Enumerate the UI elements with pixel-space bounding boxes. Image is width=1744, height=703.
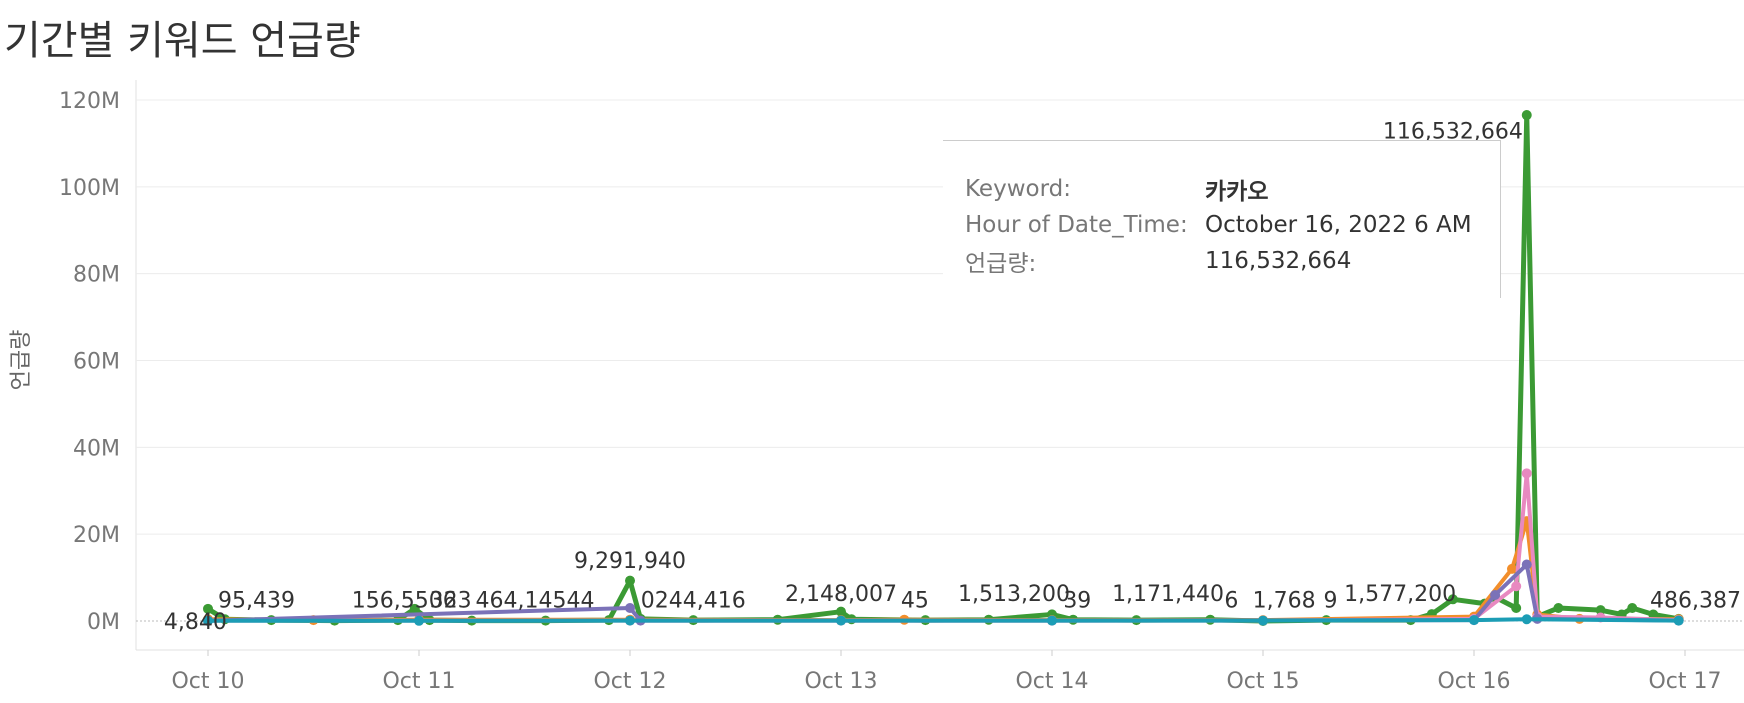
x-tick-label: Oct 10 xyxy=(171,669,244,694)
data-label: 323 xyxy=(430,588,472,613)
data-point xyxy=(1521,110,1532,121)
data-label: 156,5506 xyxy=(352,588,457,613)
x-axis: Oct 10 Oct 11 Oct 12 Oct 13 Oct 14 Oct 15 Oct … xyxy=(171,650,1722,694)
data-label: 9 xyxy=(1324,588,1338,613)
data-point xyxy=(203,603,213,614)
data-point xyxy=(1627,602,1638,613)
tooltip-keyword-label: Keyword: xyxy=(965,176,1071,202)
data-label: 1,513,200 xyxy=(958,582,1070,607)
tooltip-time-label: Hour of Date_Time: xyxy=(965,212,1188,238)
x-tick-label: Oct 15 xyxy=(1226,669,1299,694)
data-point xyxy=(1447,594,1458,605)
data-point xyxy=(1521,614,1532,625)
y-axis-label: 언급량 xyxy=(9,330,34,391)
data-point xyxy=(836,615,846,626)
y-axis: 0M 20M 40M 60M 80M 100M 120M xyxy=(59,89,120,635)
y-tick-label: 40M xyxy=(73,436,120,461)
chart-title: 기간별 키워드 언급량 xyxy=(4,18,361,64)
data-point xyxy=(1553,602,1564,613)
data-label: 4,840 xyxy=(164,610,227,635)
data-point xyxy=(414,615,424,626)
y-tick-label: 120M xyxy=(59,89,120,114)
y-tick-label: 0M xyxy=(87,610,120,635)
y-tick-label: 60M xyxy=(73,350,120,375)
data-label: 39 xyxy=(1063,588,1091,613)
tooltip-time-value: October 16, 2022 6 AM xyxy=(1205,212,1472,238)
data-point xyxy=(1490,589,1501,600)
data-point xyxy=(1673,615,1684,626)
tooltip-count-label: 언급량: xyxy=(965,251,1037,277)
data-label: 464,14544 xyxy=(476,588,595,613)
data-label: 45 xyxy=(901,588,929,613)
data-label: 9,291,940 xyxy=(574,549,686,574)
data-label: 1,577,200 xyxy=(1344,582,1456,607)
x-tick-label: Oct 13 xyxy=(804,669,877,694)
data-label: 1,171,440 xyxy=(1112,582,1224,607)
x-tick-label: Oct 12 xyxy=(593,669,666,694)
data-label: 486,387 xyxy=(1650,588,1741,613)
data-point xyxy=(836,606,846,617)
series-line xyxy=(206,617,1681,623)
data-point xyxy=(1595,605,1606,616)
tooltip: Keyword: 카카오 Hour of Date_Time: October … xyxy=(943,140,1501,298)
y-tick-label: 100M xyxy=(59,176,120,201)
x-tick-label: Oct 14 xyxy=(1015,669,1088,694)
data-point xyxy=(1511,581,1522,592)
data-label: 0244,416 xyxy=(641,588,746,613)
data-label: 6 xyxy=(1224,588,1238,613)
data-point xyxy=(625,575,635,586)
x-tick-label: Oct 17 xyxy=(1648,669,1721,694)
data-point xyxy=(1469,615,1479,626)
y-tick-label: 80M xyxy=(73,263,120,288)
data-point xyxy=(409,603,420,614)
data-point xyxy=(1521,559,1532,570)
data-point xyxy=(1521,468,1532,479)
grid-lines xyxy=(135,80,1744,651)
data-point xyxy=(1258,615,1268,626)
data-point xyxy=(1506,563,1517,574)
y-tick-label: 20M xyxy=(73,523,120,548)
data-point xyxy=(203,615,213,626)
data-point xyxy=(625,615,635,626)
x-tick-label: Oct 11 xyxy=(382,669,455,694)
data-label: 95,439 xyxy=(218,588,295,613)
data-point xyxy=(1511,602,1522,613)
data-point xyxy=(625,602,635,613)
data-label: 1,768 xyxy=(1253,588,1316,613)
data-point xyxy=(1047,615,1057,626)
tooltip-keyword-value: 카카오 xyxy=(1205,179,1269,205)
series-lines xyxy=(203,110,1684,626)
data-point xyxy=(1648,609,1659,620)
x-tick-label: Oct 16 xyxy=(1437,669,1510,694)
tooltip-count-value: 116,532,664 xyxy=(1205,248,1352,274)
data-label: 2,148,007 xyxy=(785,582,897,607)
